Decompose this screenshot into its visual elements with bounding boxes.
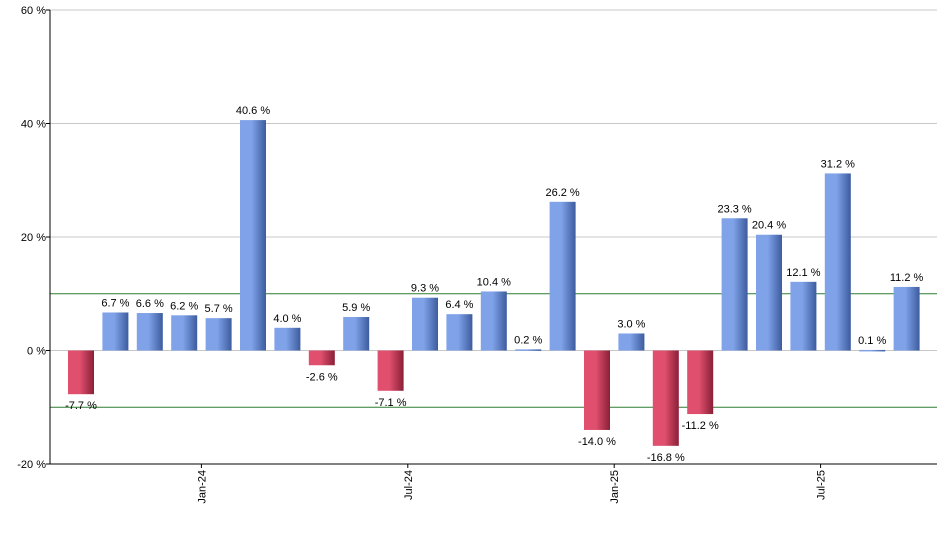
data-label: 5.9 % (342, 302, 370, 314)
bar-negative (652, 350, 679, 446)
data-label: 6.2 % (170, 300, 198, 312)
bar-positive (893, 286, 920, 351)
bar-negative (377, 350, 404, 391)
bar-negative (584, 350, 610, 430)
bar-negative (687, 350, 714, 415)
data-label: 11.2 % (890, 272, 924, 284)
bar-positive (824, 173, 851, 351)
data-label: 3.0 % (617, 318, 645, 330)
data-label: -11.2 % (682, 420, 719, 432)
data-label: 31.2 % (821, 158, 855, 170)
data-label: 5.7 % (205, 303, 233, 315)
bar-positive (205, 318, 232, 351)
bar-positive (274, 327, 301, 351)
y-tick-label: 20 % (21, 232, 46, 244)
x-tick-label: Jul-25 (816, 470, 828, 500)
bar-positive (343, 317, 370, 351)
x-tick-label: Jan-25 (609, 470, 621, 504)
data-label: 9.3 % (411, 283, 439, 295)
bar-positive (480, 291, 507, 351)
bar-negative (68, 350, 94, 395)
data-label: -2.6 % (306, 371, 338, 383)
data-label: 6.7 % (101, 297, 129, 309)
bar-positive (136, 313, 163, 351)
bar-negative (308, 350, 335, 366)
data-label: 0.2 % (514, 334, 542, 346)
bar-positive (721, 218, 748, 351)
grid-lines (50, 9, 937, 465)
data-label: 23.3 % (717, 203, 751, 215)
bar-positive (790, 281, 817, 351)
data-label: 12.1 % (786, 267, 820, 279)
bar-positive (240, 120, 266, 351)
bar-positive (171, 315, 198, 351)
y-tick-label: -20 % (17, 459, 46, 471)
data-label: -7.7 % (65, 400, 97, 412)
bar-positive (756, 234, 782, 351)
data-label: 6.6 % (136, 298, 164, 310)
bar-positive (102, 312, 129, 351)
bar-positive (859, 349, 886, 352)
data-label: 20.4 % (752, 220, 786, 232)
data-label: -14.0 % (578, 436, 616, 448)
bar-positive (618, 333, 645, 351)
data-label: -16.8 % (647, 452, 685, 464)
data-label: 10.4 % (477, 276, 511, 288)
data-label: 40.6 % (236, 105, 270, 117)
bar-positive (412, 297, 438, 351)
y-tick-label: 60 % (21, 5, 46, 17)
data-label: 4.0 % (273, 313, 301, 325)
y-tick-label: 40 % (21, 119, 46, 131)
data-label: -7.1 % (375, 397, 407, 409)
data-label: 6.4 % (445, 299, 473, 311)
bar-positive (549, 201, 576, 351)
axes: -20 % 0 % 20 % 40 % 60 % Jan-24 Jul-24 Jan-25 Ju… (17, 5, 937, 504)
bars (68, 120, 920, 446)
x-tick-label: Jan-24 (196, 470, 208, 504)
data-label: 26.2 % (545, 187, 579, 199)
x-tick-label: Jul-24 (403, 470, 415, 500)
data-labels: -7.7 % 6.7 % 6.6 % 6.2 % 5.7 % 40.6 % 4.0 % -2.… (65, 105, 923, 464)
bar-positive (446, 314, 473, 351)
y-tick-label: 0 % (27, 346, 46, 358)
bar-positive (515, 349, 542, 351)
data-label: 0.1 % (858, 335, 886, 347)
